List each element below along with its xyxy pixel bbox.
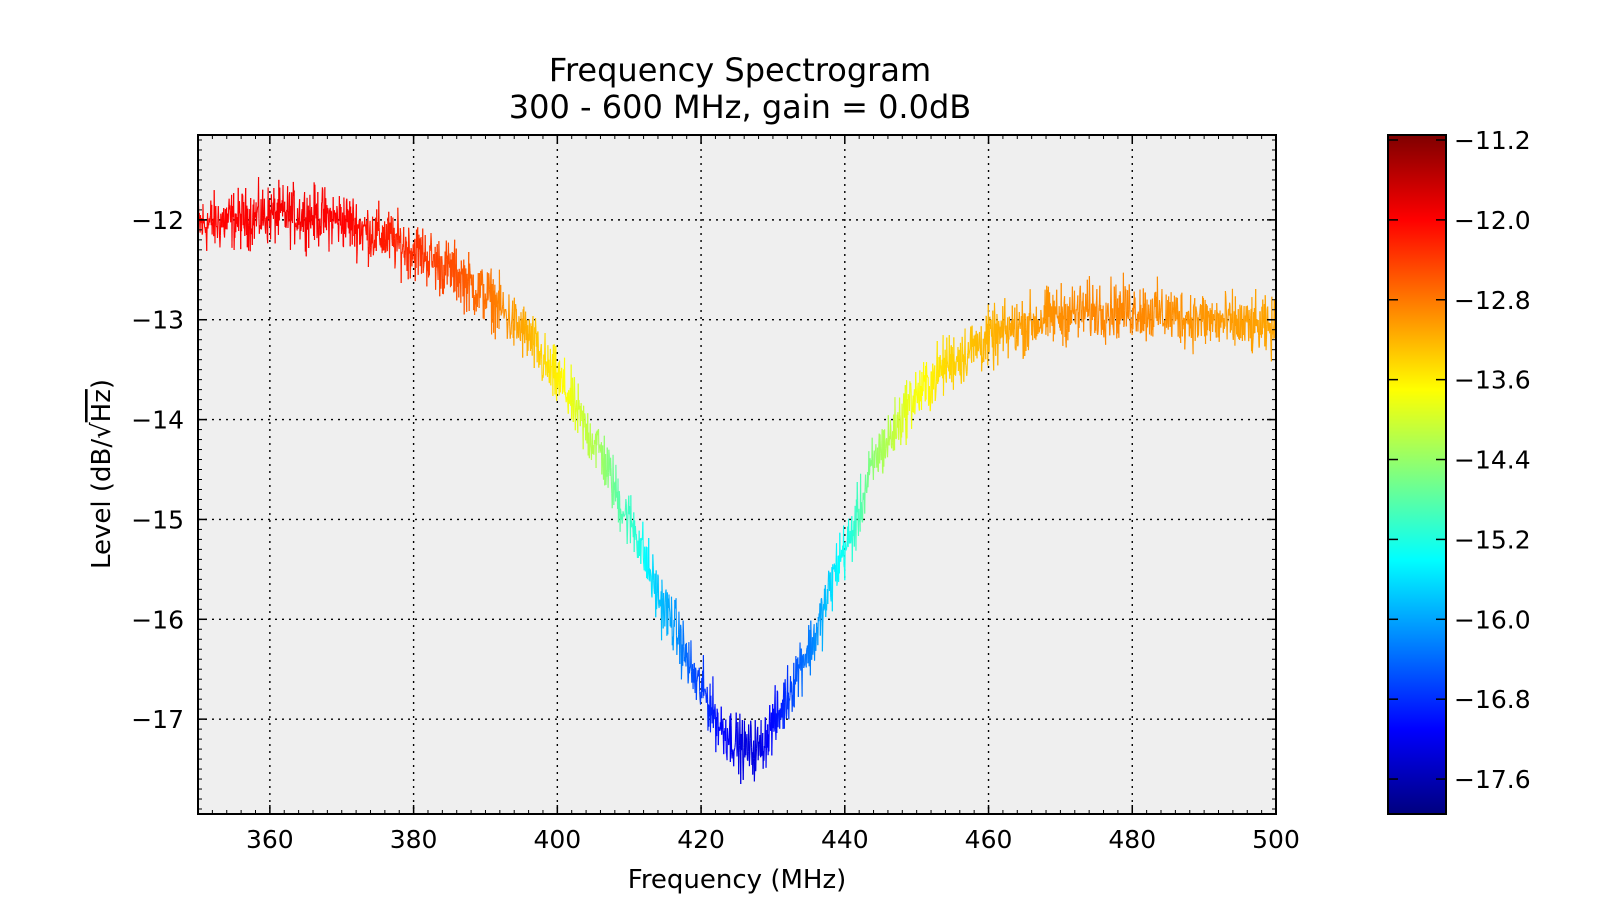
x-axis-label: Frequency (MHz) (628, 865, 847, 895)
x-tick-label: 480 (1108, 825, 1156, 854)
sqrt-symbol: √ (87, 422, 117, 439)
y-tick-label: −17 (131, 705, 184, 734)
y-axis-label-prefix: Level (dB/ (87, 439, 117, 569)
colorbar-tick-label: −13.6 (1454, 366, 1531, 395)
colorbar (1387, 134, 1447, 815)
x-axis-ticks: 360 380 400 420 440 460 480 500 (197, 135, 1300, 854)
y-tick-label: −12 (131, 206, 184, 235)
grid-lines (198, 135, 1277, 814)
x-tick-label: 360 (246, 825, 294, 854)
y-axis-label: Level (dB/√Hz) (87, 379, 117, 569)
y-axis-label-suffix: ) (87, 379, 117, 389)
x-tick-label: 400 (533, 825, 581, 854)
x-tick-label: 460 (965, 825, 1013, 854)
x-tick-label: 500 (1252, 825, 1300, 854)
y-axis-ticks: −12 −13 −14 −15 −16 −17 (131, 139, 1276, 810)
y-tick-label: −13 (131, 306, 184, 335)
svg-text:Level (dB/√Hz): Level (dB/√Hz) (87, 379, 117, 569)
colorbar-tick-label: −12.8 (1454, 286, 1531, 315)
x-tick-label: 420 (677, 825, 725, 854)
colorbar-tick-label: −17.6 (1454, 765, 1531, 794)
chart-subtitle: 300 - 600 MHz, gain = 0.0dB (508, 88, 972, 126)
colorbar-tick-label: −16.0 (1454, 605, 1531, 634)
x-tick-label: 380 (390, 825, 438, 854)
colorbar-tick-label: −11.2 (1454, 126, 1531, 155)
plot-area (198, 135, 1276, 814)
colorbar-ticks: −11.2 −12.0 −12.8 −13.6 −14.4 −15.2 −16.0 −16.8… (1388, 126, 1531, 794)
chart-title: Frequency Spectrogram (548, 51, 932, 89)
colorbar-tick-label: −16.8 (1454, 685, 1531, 714)
y-axis-label-unit: Hz (87, 389, 117, 422)
y-tick-label: −14 (131, 406, 184, 435)
plot-frame (197, 134, 1277, 815)
spectrum-series (198, 177, 1276, 784)
y-tick-label: −15 (131, 505, 184, 534)
colorbar-tick-label: −15.2 (1454, 525, 1531, 554)
y-tick-label: −16 (131, 605, 184, 634)
colorbar-tick-label: −12.0 (1454, 206, 1531, 235)
colorbar-tick-label: −14.4 (1454, 446, 1531, 475)
x-tick-label: 440 (821, 825, 869, 854)
